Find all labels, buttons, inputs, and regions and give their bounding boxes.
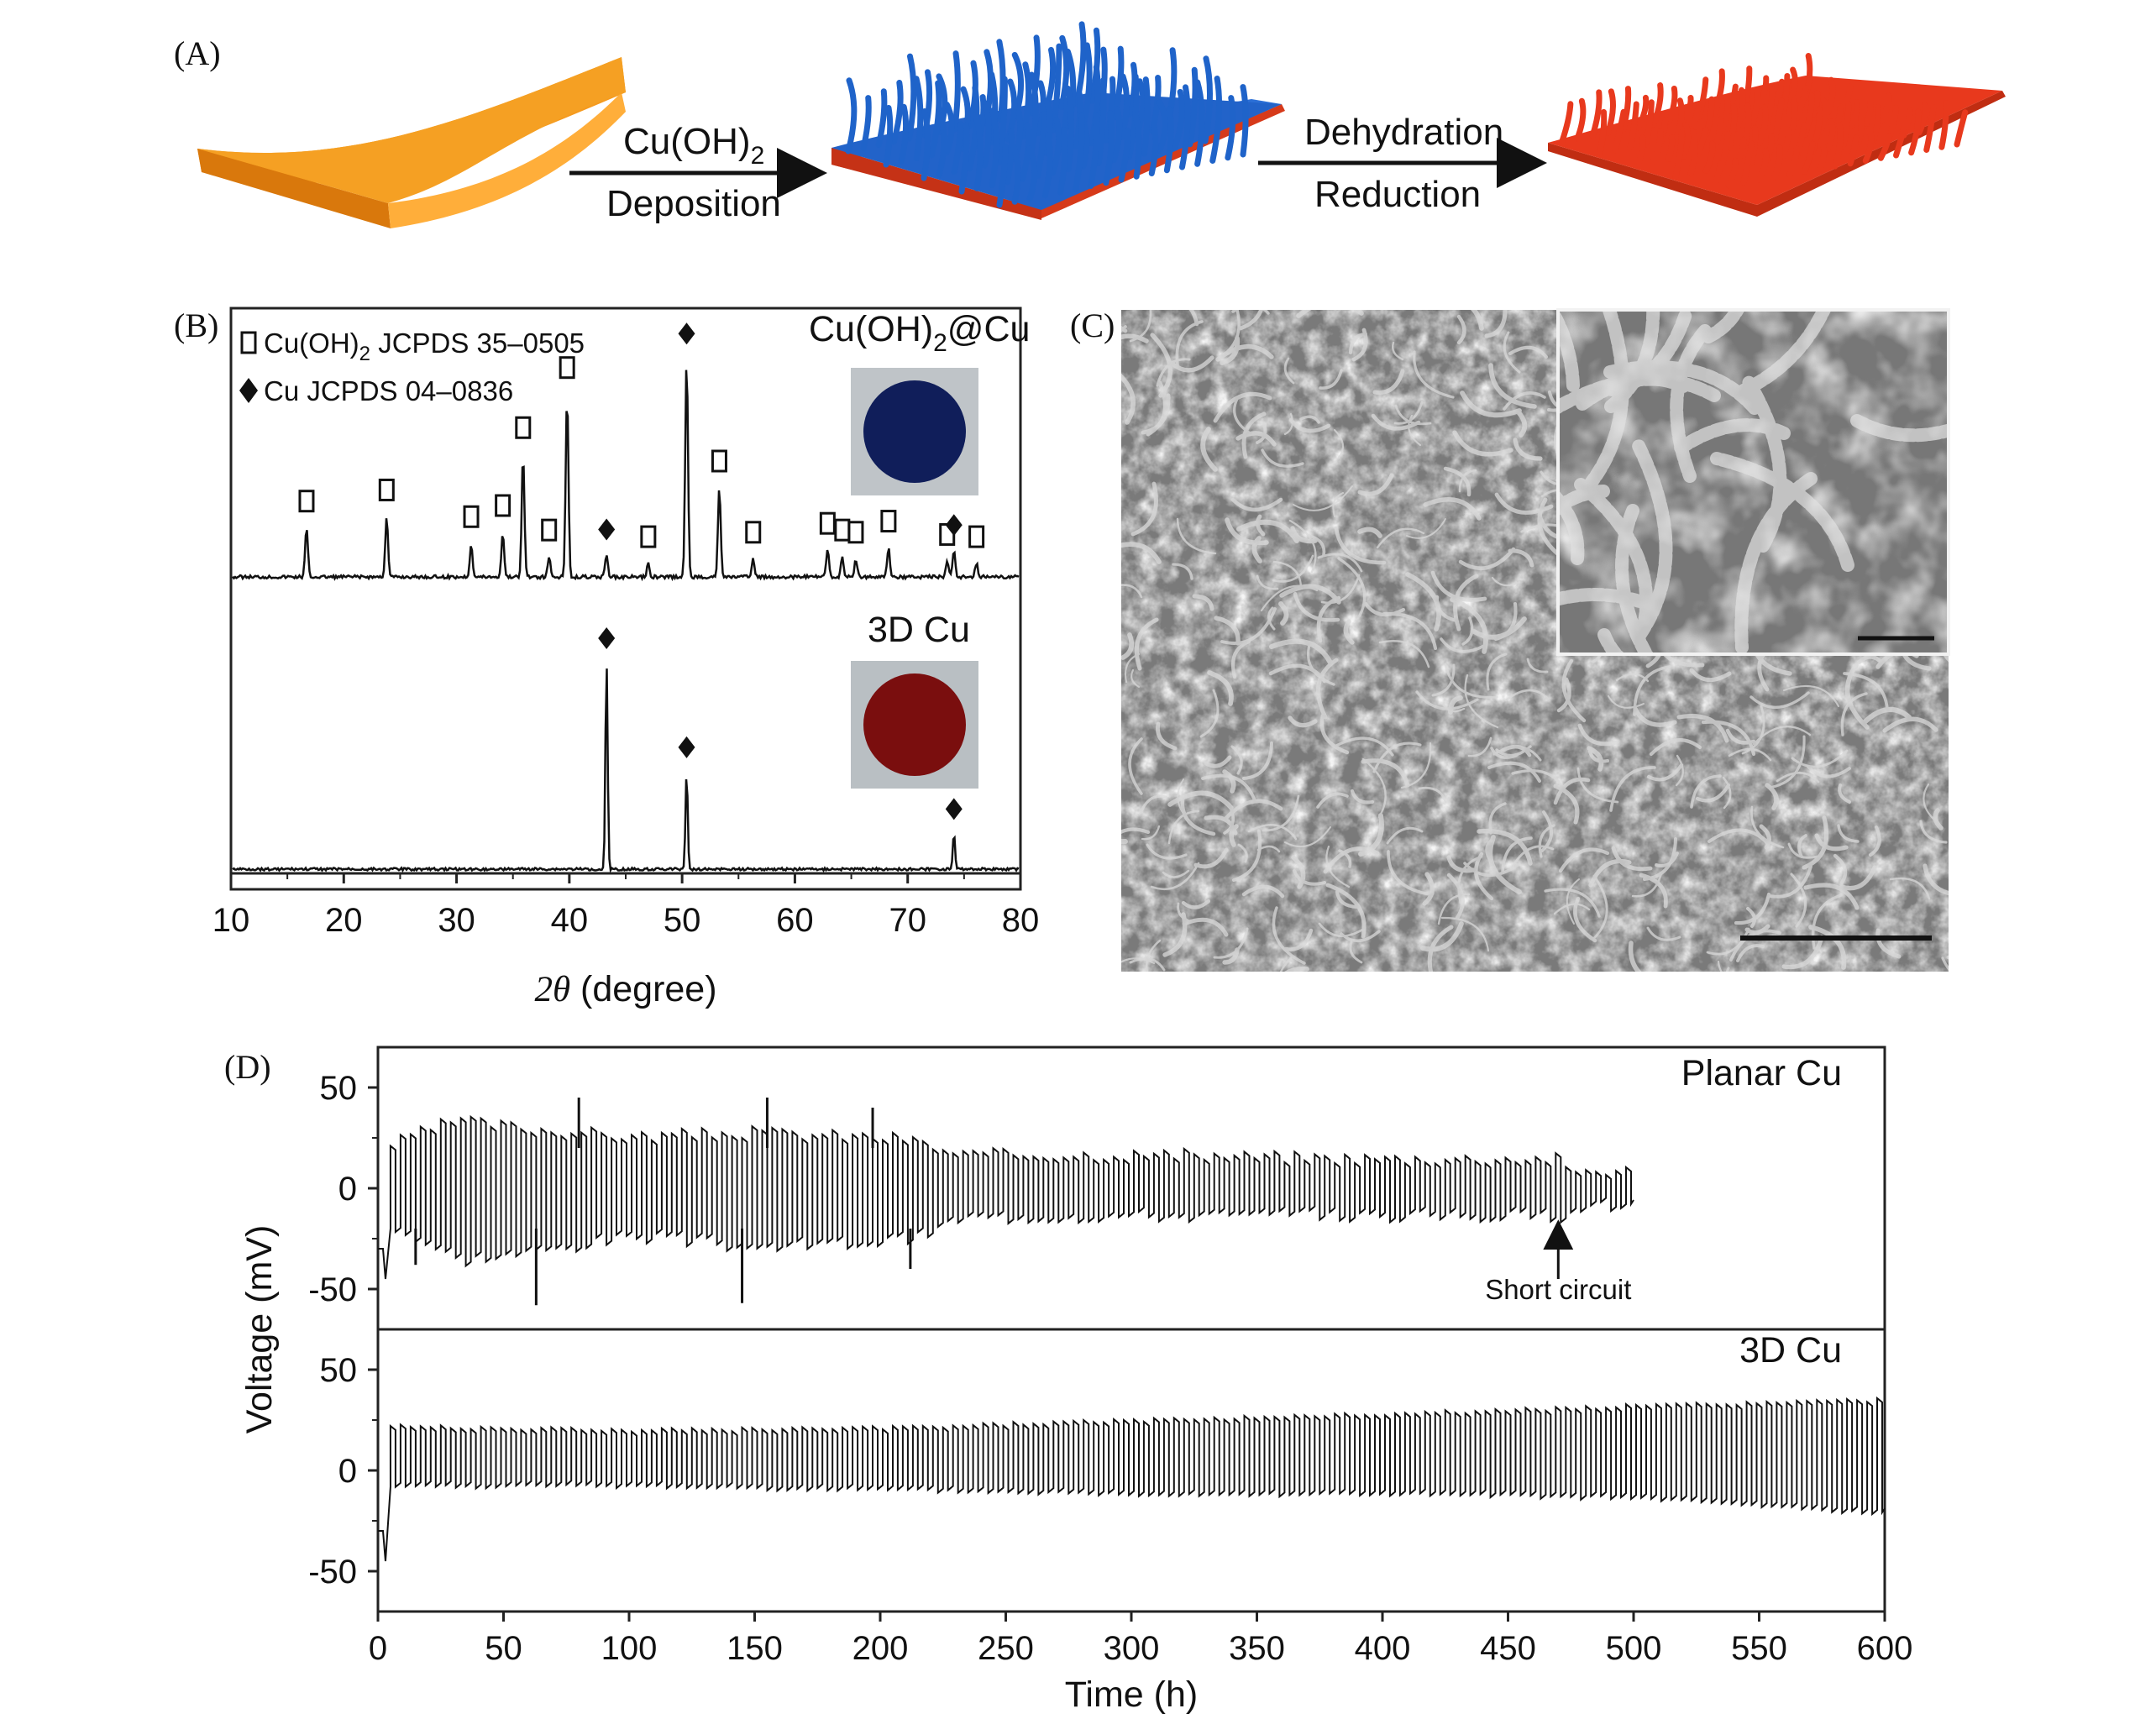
cuoh2-peak-marker [378,478,395,501]
xrd-x-tick-label: 20 [325,902,363,939]
cycling-y-tick-label-bottom: 0 [338,1453,357,1490]
cu-peak-marker [598,627,616,649]
xrd-chart: 10 20 30 40 50 60 70 80 2θ (degree) Cu(OH)2 JCP… [212,307,1040,1009]
xrd-x-tick-label: 40 [551,902,589,939]
xrd-top-trace-label: Cu(OH)2@Cu [809,309,1030,357]
cycling-x-tick-label: 300 [1104,1630,1160,1667]
cuoh2-peak-marker [834,518,851,542]
cycling-x-tick-label: 0 [369,1630,387,1667]
cycling-x-tick-label: 200 [852,1630,909,1667]
cycling-x-tick-label: 550 [1731,1630,1787,1667]
cycling-x-tick-label: 500 [1606,1630,1662,1667]
cuoh2-peak-marker [847,521,864,544]
xrd-peak-markers [298,322,985,820]
cuoh2-sample-disc [863,380,966,483]
cycling-y-tick-label-top: -50 [308,1271,357,1308]
legend-filled-diamond-icon [239,378,258,403]
cuoh2-peak-marker [495,494,511,517]
xrd-x-axis: 10 20 30 40 50 60 70 80 [212,873,1040,939]
hydroxide-coated-foil-illustration [831,21,1285,220]
3d-cu-voltage-trace [378,1396,1886,1562]
panel-label-a: (A) [174,34,221,72]
cycling-y-axis-label: Voltage (mV) [239,1225,280,1434]
panel-label-b: (B) [174,307,218,344]
cuoh2-peak-marker [640,525,657,548]
cycling-x-axis: 0 50 100 150 200 250 300 350 400 450 500 550 600 [369,1612,1913,1667]
xrd-legend-cu: Cu JCPDS 04–0836 [264,375,513,406]
planar-cu-voltage-trace [378,1114,1634,1280]
cuoh2-peak-marker [463,505,480,528]
xrd-legend-cuoh2: Cu(OH)2 JCPDS 35–0505 [264,328,585,365]
cycling-x-tick-label: 600 [1857,1630,1913,1667]
xrd-x-tick-label: 60 [776,902,814,939]
cuoh2-peak-marker [298,490,315,513]
xrd-trace-cuoh2-at-cu [232,369,1020,582]
schematic: Cu(OH)2 Deposition Dehydration Reduction [197,21,2006,228]
cuoh2-peak-marker [968,525,985,548]
cuoh2-peak-marker [711,449,727,473]
dehydration-label: Dehydration [1304,112,1503,153]
xrd-plot-frame [229,307,1022,891]
cuoh2-peak-marker [819,511,836,535]
cycling-x-tick-label: 50 [485,1630,522,1667]
3d-copper-illustration [1548,53,2006,217]
cycling-x-axis-label: Time (h) [1065,1674,1198,1715]
reduction-label: Reduction [1314,174,1481,215]
cuoh2-peak-marker [515,416,532,439]
cycling-y-tick-label-top: 50 [320,1070,358,1107]
legend-open-square-icon [240,331,257,354]
panel-label-c: (C) [1070,307,1115,344]
xrd-trace-3d-cu [232,668,1020,873]
xrd-x-tick-label: 70 [889,902,926,939]
copper-foil-illustration [197,57,626,228]
sem-inset [1556,308,1950,656]
xrd-bottom-trace-label: 3D Cu [868,610,970,650]
cycling-y-tick-label-top: 0 [338,1171,357,1208]
planar-cu-voltage-spikes [414,1098,912,1306]
cuoh2-peak-marker [880,510,897,533]
cu-peak-marker [598,518,616,541]
cycling-x-tick-label: 250 [978,1630,1034,1667]
xrd-x-tick-label: 50 [664,902,701,939]
xrd-x-tick-label: 10 [212,902,250,939]
cu-peak-marker [945,798,963,820]
sem-image [1121,308,1950,972]
cycling-x-tick-label: 400 [1355,1630,1411,1667]
deposition-bottom-label: Deposition [606,183,781,224]
short-circuit-label: Short circuit [1485,1274,1631,1305]
cycling-x-tick-label: 450 [1480,1630,1536,1667]
xrd-x-tick-label: 30 [438,902,475,939]
cu-peak-marker [678,736,695,758]
cycling-y-tick-label-bottom: -50 [308,1554,357,1591]
cu-peak-marker [945,514,963,537]
cycling-y-axis: -50 0 50 -50 0 50 [308,1070,378,1591]
cycling-chart: -50 0 50 -50 0 50 0 50 100 150 200 250 300 350 400 450… [239,1046,1913,1715]
cuoh2-peak-marker [541,518,558,542]
cycling-y-tick-label-bottom: 50 [320,1352,358,1389]
3d-cu-sample-disc [863,673,966,776]
panel-label-d: (D) [224,1048,271,1086]
planar-cu-label: Planar Cu [1681,1053,1842,1093]
cycling-x-tick-label: 150 [727,1630,783,1667]
xrd-x-axis-label: 2θ (degree) [534,969,716,1009]
3d-cu-label: 3D Cu [1739,1330,1842,1370]
cu-peak-marker [678,322,695,345]
cuoh2-peak-marker [559,356,575,380]
cycling-x-tick-label: 100 [601,1630,658,1667]
deposition-top-label: Cu(OH)2 [623,121,764,170]
cuoh2-peak-marker [745,521,762,544]
xrd-x-tick-label: 80 [1002,902,1040,939]
cycling-x-tick-label: 350 [1229,1630,1285,1667]
